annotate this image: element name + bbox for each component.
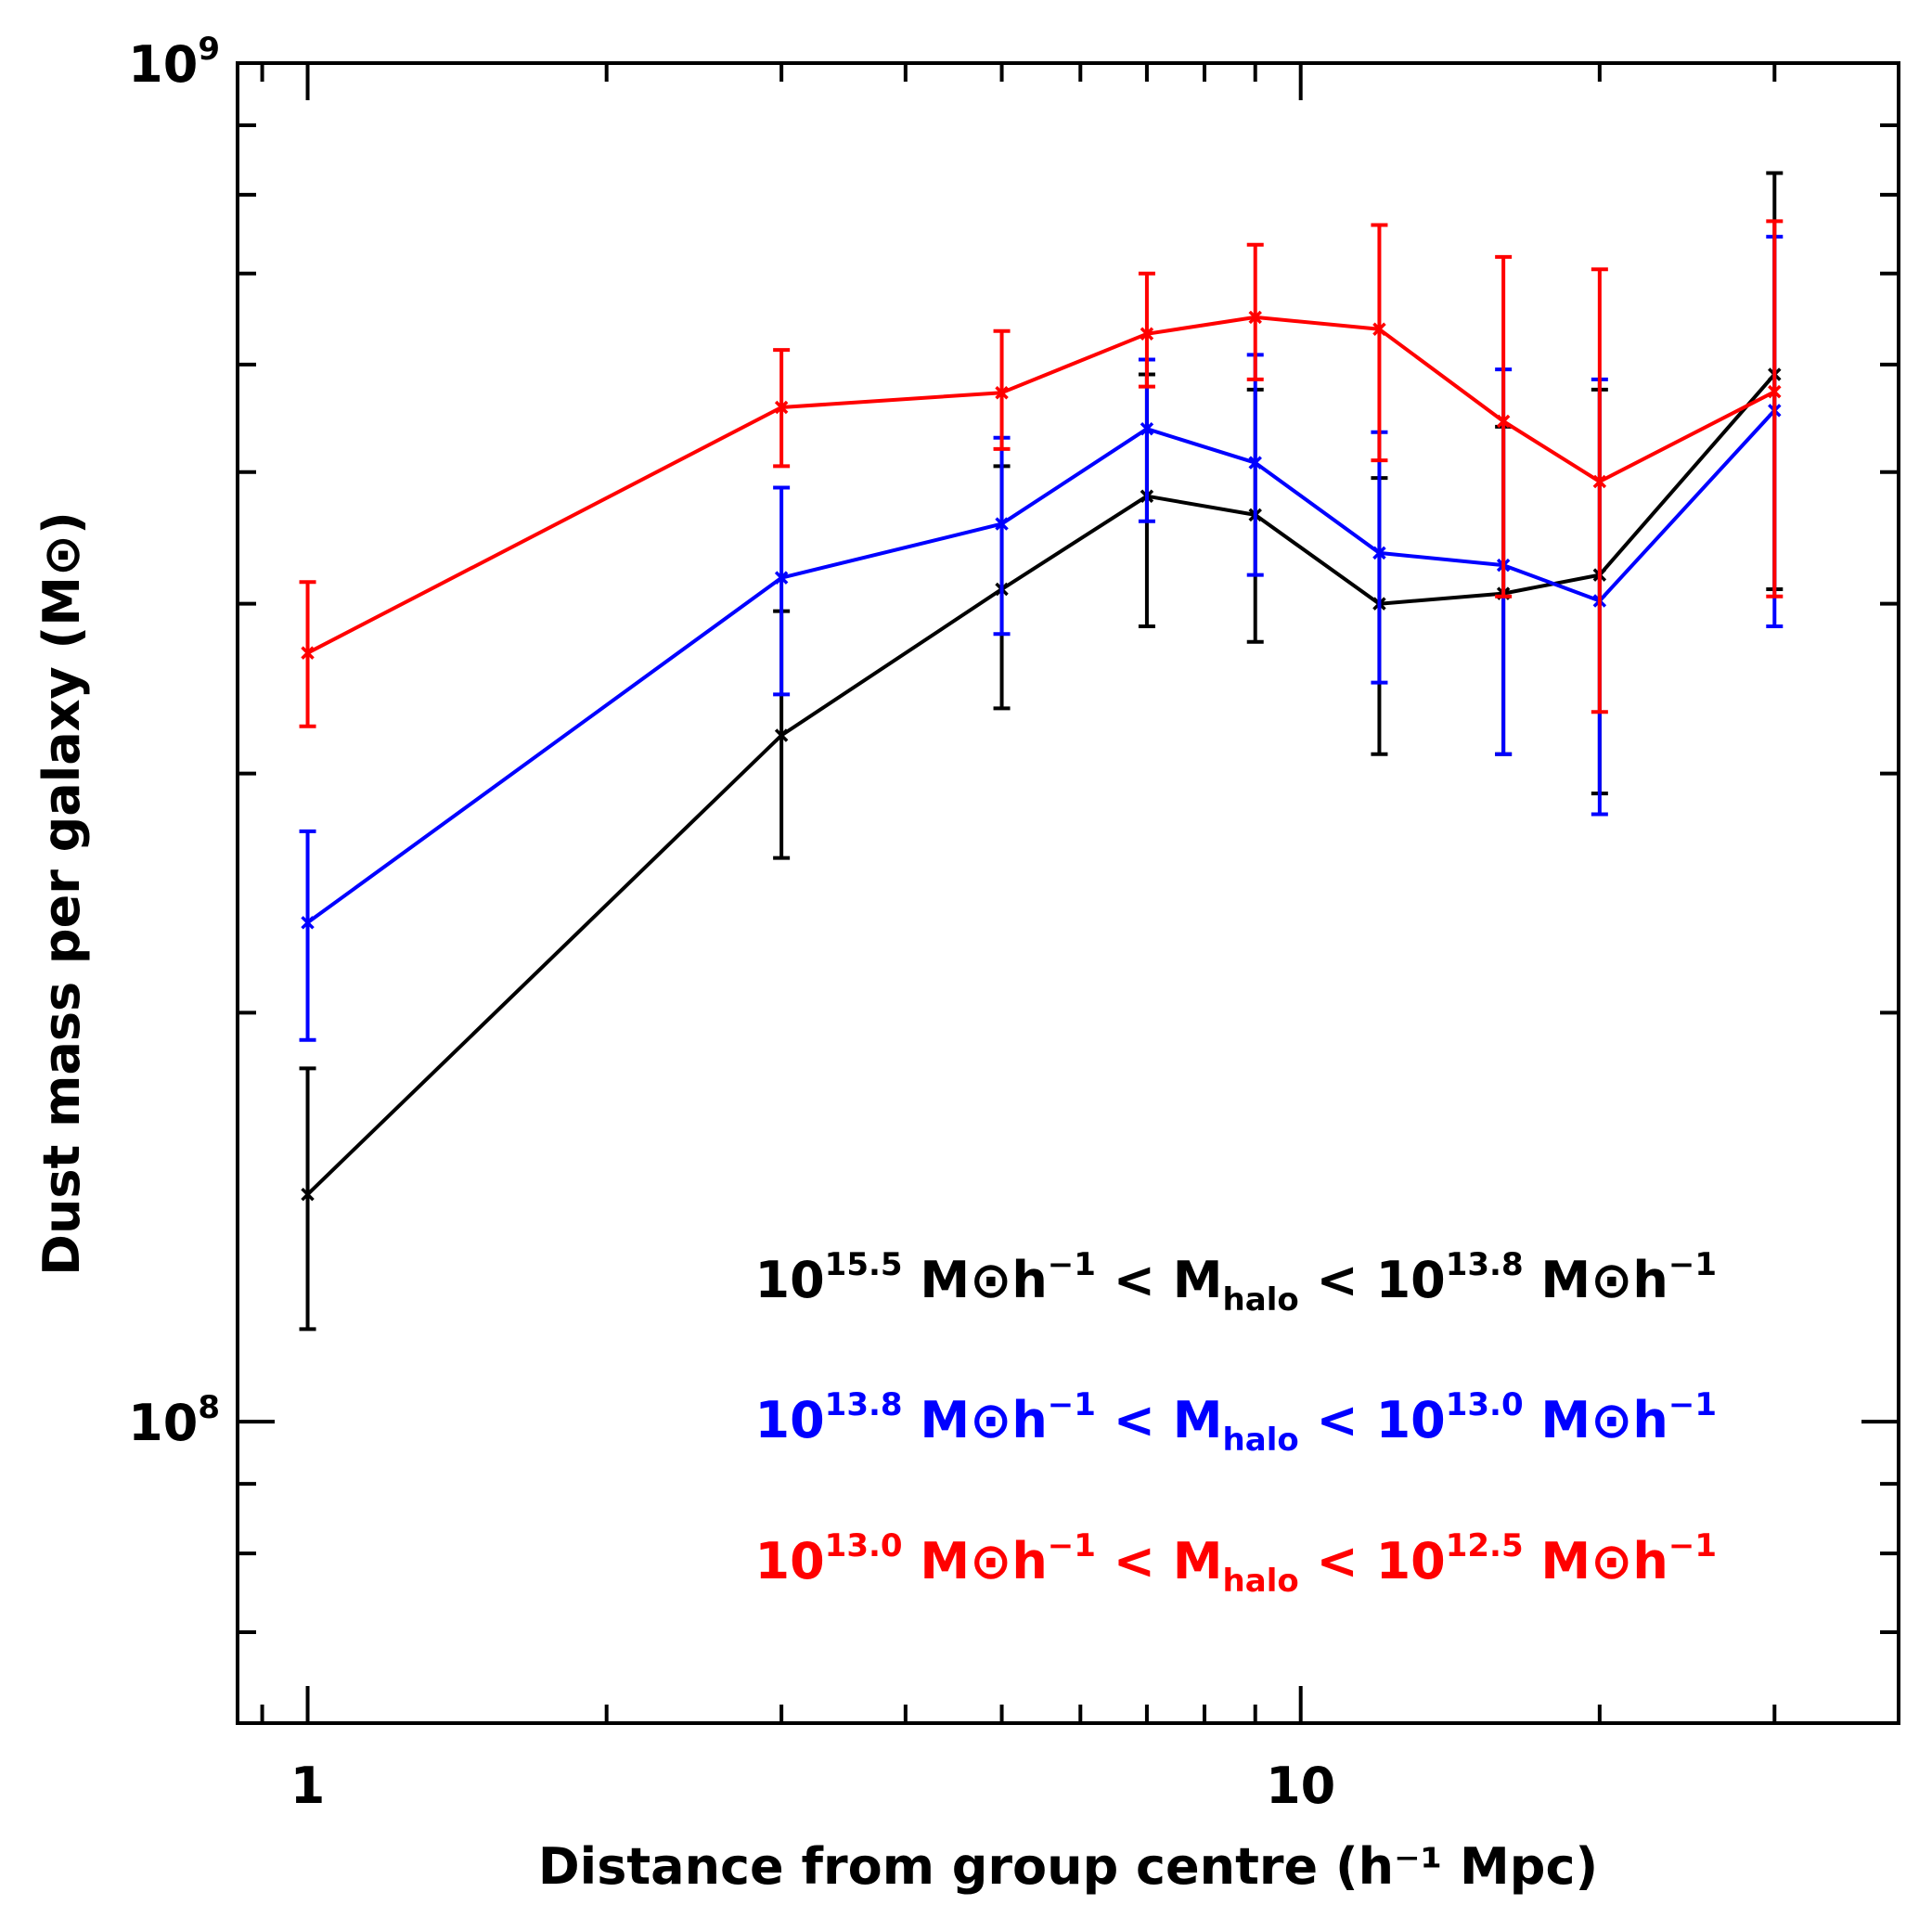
- series-layer: [299, 171, 1784, 1332]
- series-line: [306, 315, 1776, 655]
- data-point: [1768, 384, 1782, 399]
- data-point: [774, 728, 789, 742]
- data-point: [301, 916, 315, 930]
- legend-entry: 1013.0 M⊙h−1 < Mhalo < 1012.5 M⊙h−1: [755, 1527, 1717, 1600]
- y-tick-label: 109: [128, 31, 220, 94]
- series-line: [306, 409, 1776, 924]
- x-tick-label: 10: [1266, 1757, 1335, 1815]
- x-tick-label: 1: [290, 1757, 326, 1815]
- tick-labels: 1 10 108 109: [128, 31, 1335, 1815]
- data-point: [1592, 474, 1607, 489]
- data-point: [1140, 421, 1154, 436]
- series-2: [299, 219, 1784, 728]
- data-point: [301, 1187, 315, 1202]
- data-point: [1248, 310, 1262, 325]
- x-axis-label: Distance from group centre (h⁻¹ Mpc): [538, 1837, 1598, 1896]
- data-point: [1248, 456, 1262, 470]
- series-1: [299, 235, 1784, 1042]
- plot-frame: [236, 61, 1900, 1725]
- legend-entry: 1013.8 M⊙h−1 < Mhalo < 1013.0 M⊙h−1: [755, 1386, 1717, 1459]
- data-point: [774, 571, 789, 585]
- y-axis-label: Dust mass per galaxy (M⊙): [32, 511, 91, 1276]
- data-point: [1496, 414, 1511, 429]
- data-point: [995, 517, 1009, 531]
- data-point: [1140, 327, 1154, 341]
- series-0: [299, 171, 1784, 1332]
- axis-ticks: [238, 61, 1899, 1723]
- data-point: [1372, 322, 1386, 337]
- data-point: [1372, 546, 1386, 560]
- data-point: [774, 400, 789, 415]
- data-point: [301, 646, 315, 660]
- data-point: [995, 385, 1009, 400]
- legend: 1015.5 M⊙h−1 < Mhalo < 1013.8 M⊙h−1 1013.…: [755, 1246, 1717, 1600]
- legend-entry: 1015.5 M⊙h−1 < Mhalo < 1013.8 M⊙h−1: [755, 1246, 1717, 1319]
- y-tick-label: 108: [128, 1389, 220, 1452]
